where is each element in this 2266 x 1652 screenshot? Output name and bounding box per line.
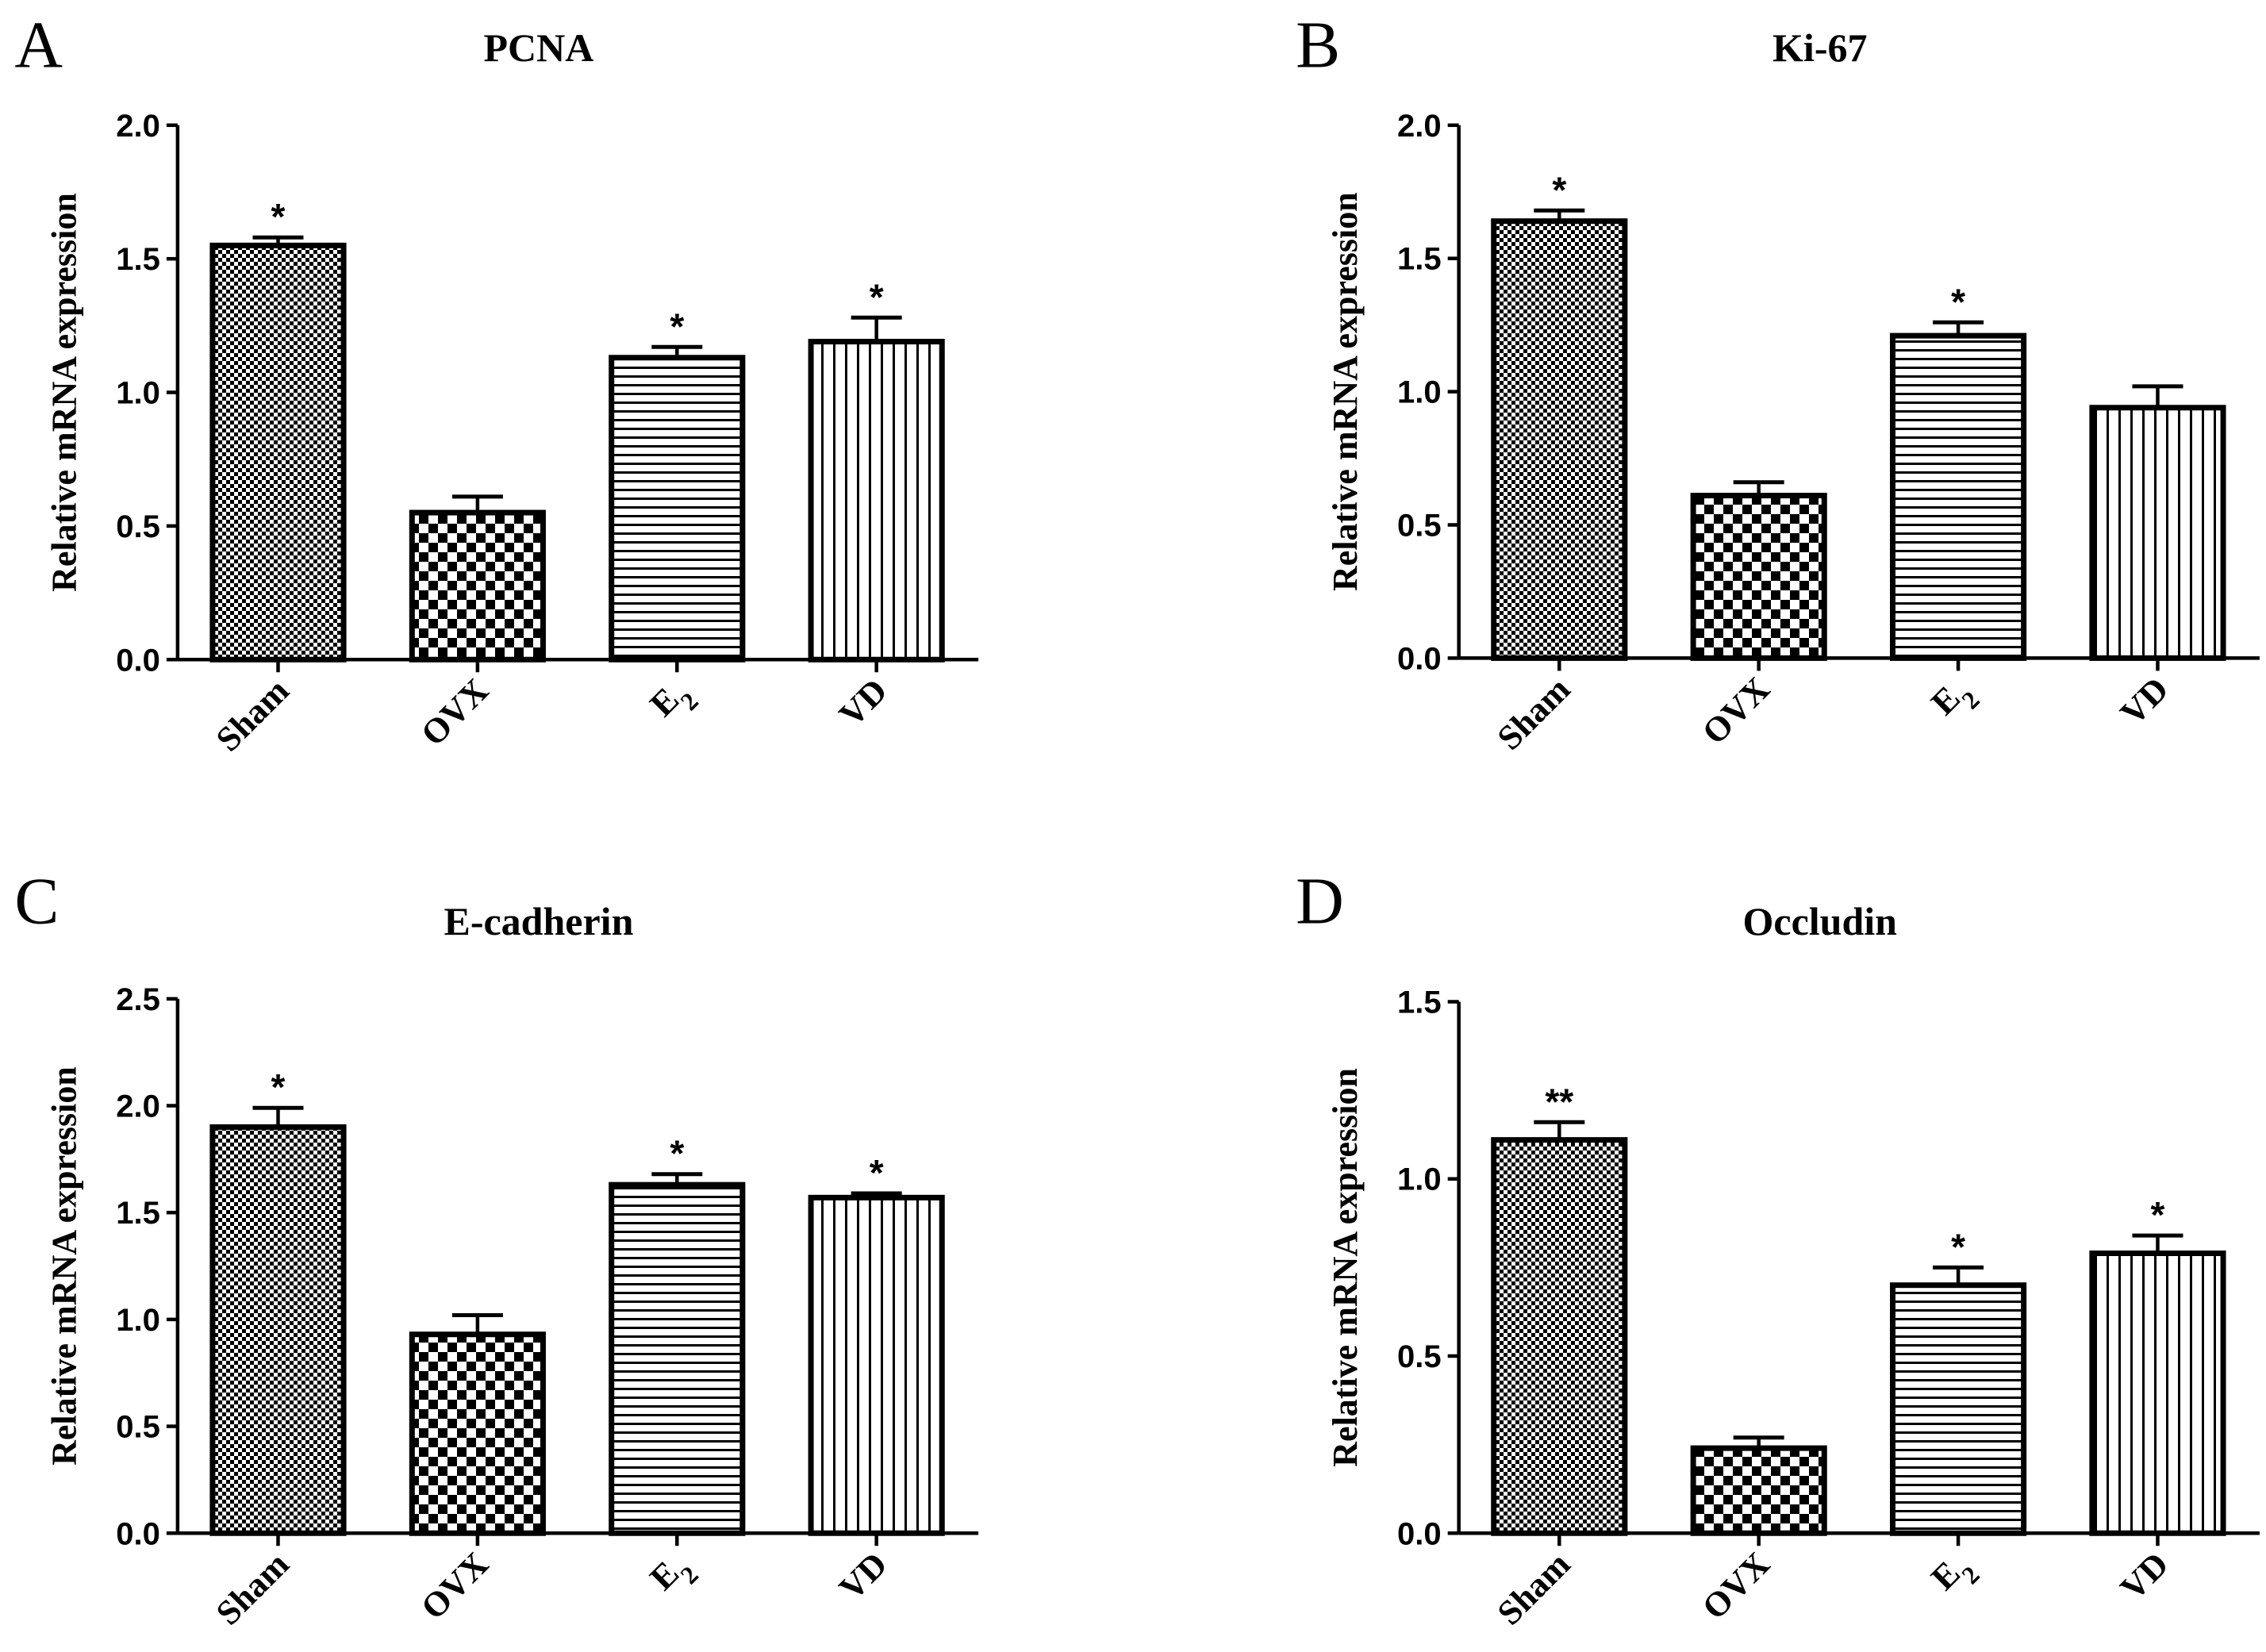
panel-letter: B xyxy=(1296,8,1340,82)
y-tick-label: 1.5 xyxy=(116,242,160,277)
y-tick-label: 1.0 xyxy=(116,1303,160,1338)
panel-d: D Occludin Relative mRNA expression 0.0 0.5 1… xyxy=(1296,864,2260,1632)
x-tick-label-vd: VD xyxy=(832,671,895,735)
significance-label-vd: * xyxy=(2151,1194,2165,1235)
x-tick-label-ovx: OVX xyxy=(413,671,496,754)
panel-b: B Ki-67 Relative mRNA expression 0.0 0.5 1.0 1… xyxy=(1296,8,2260,758)
y-tick-label: 1.0 xyxy=(116,376,160,411)
x-tick-label-e2: E2 xyxy=(1923,670,1984,731)
y-tick-label: 1.0 xyxy=(1397,1162,1442,1197)
y-tick-label: 0.0 xyxy=(116,643,160,678)
x-tick-label-vd: VD xyxy=(832,1545,895,1608)
y-tick-label: 1.5 xyxy=(1397,242,1442,277)
significance-label-sham: * xyxy=(271,1066,286,1108)
significance-label-e2: * xyxy=(1951,281,1965,322)
y-axis-label: Relative mRNA expression xyxy=(1326,1068,1365,1467)
bar-sham xyxy=(1491,1137,1628,1536)
y-tick-label: 2.0 xyxy=(116,109,160,144)
y-tick-label: 1.5 xyxy=(1397,985,1442,1020)
bar-ovx xyxy=(409,1331,546,1536)
x-tick-label-ovx: OVX xyxy=(1695,670,1777,752)
y-tick-label: 0.5 xyxy=(116,1410,160,1445)
x-tick-label-e2: E2 xyxy=(1923,1545,1984,1606)
significance-label-sham: * xyxy=(1552,169,1566,210)
chart-title: Ki-67 xyxy=(1772,25,1867,70)
bar-e2 xyxy=(1890,1282,2027,1536)
bar-e2 xyxy=(609,355,746,663)
chart-title: E-cadherin xyxy=(444,899,633,943)
panel-letter: D xyxy=(1296,864,1344,938)
significance-label-vd: * xyxy=(870,1152,884,1193)
panel-letter: A xyxy=(14,8,63,82)
y-tick-label: 0.5 xyxy=(116,509,160,544)
bar-vd xyxy=(2089,1251,2226,1536)
x-tick-label-e2: E2 xyxy=(643,671,704,732)
y-tick-label: 0.0 xyxy=(1397,1516,1442,1551)
y-tick-label: 2.5 xyxy=(116,982,160,1017)
significance-label-sham: * xyxy=(271,196,286,237)
y-axis-label: Relative mRNA expression xyxy=(44,1066,83,1466)
x-tick-label-sham: Sham xyxy=(209,671,297,759)
bar-sham xyxy=(209,242,347,663)
bar-ovx xyxy=(409,509,546,663)
bar-e2 xyxy=(1890,332,2027,661)
y-tick-label: 2.0 xyxy=(1397,109,1442,144)
x-tick-label-sham: Sham xyxy=(1490,670,1578,758)
bar-ovx xyxy=(1690,1445,1827,1536)
y-tick-label: 1.0 xyxy=(1397,375,1442,410)
bar-ovx xyxy=(1690,493,1827,661)
bar-vd xyxy=(2089,405,2226,661)
bar-sham xyxy=(1491,218,1628,661)
chart-title: Occludin xyxy=(1743,899,1898,943)
x-tick-label-sham: Sham xyxy=(209,1545,297,1633)
y-tick-label: 0.0 xyxy=(1397,641,1442,676)
bar-e2 xyxy=(609,1181,746,1536)
significance-label-e2: * xyxy=(670,1133,684,1174)
x-tick-label-ovx: OVX xyxy=(1695,1545,1777,1627)
panel-letter: C xyxy=(14,864,59,938)
y-axis-label: Relative mRNA expression xyxy=(44,193,83,592)
chart-title: PCNA xyxy=(484,25,594,70)
x-tick-label-ovx: OVX xyxy=(413,1545,496,1627)
x-tick-label-vd: VD xyxy=(2113,1545,2176,1608)
panel-c: C E-cadherin Relative mRNA expression 0.0 0.… xyxy=(14,864,979,1633)
x-tick-label-e2: E2 xyxy=(643,1545,704,1606)
y-tick-label: 0.5 xyxy=(1397,509,1442,544)
significance-label-vd: * xyxy=(870,276,884,317)
y-tick-label: 0.0 xyxy=(116,1516,160,1551)
bar-sham xyxy=(209,1124,347,1536)
y-tick-label: 0.5 xyxy=(1397,1339,1442,1374)
x-tick-label-sham: Sham xyxy=(1490,1545,1578,1633)
bar-vd xyxy=(808,1194,945,1536)
panel-a: A PCNA Relative mRNA expression 0.0 0.5 1.0 1.… xyxy=(14,8,979,759)
y-tick-label: 1.5 xyxy=(116,1196,160,1231)
bar-vd xyxy=(808,339,945,663)
significance-label-e2: * xyxy=(1951,1226,1965,1267)
y-axis-label: Relative mRNA expression xyxy=(1326,192,1365,591)
significance-label-e2: * xyxy=(670,305,684,347)
y-tick-label: 2.0 xyxy=(116,1089,160,1124)
x-tick-label-vd: VD xyxy=(2113,670,2176,733)
significance-label-sham: ** xyxy=(1545,1081,1573,1122)
